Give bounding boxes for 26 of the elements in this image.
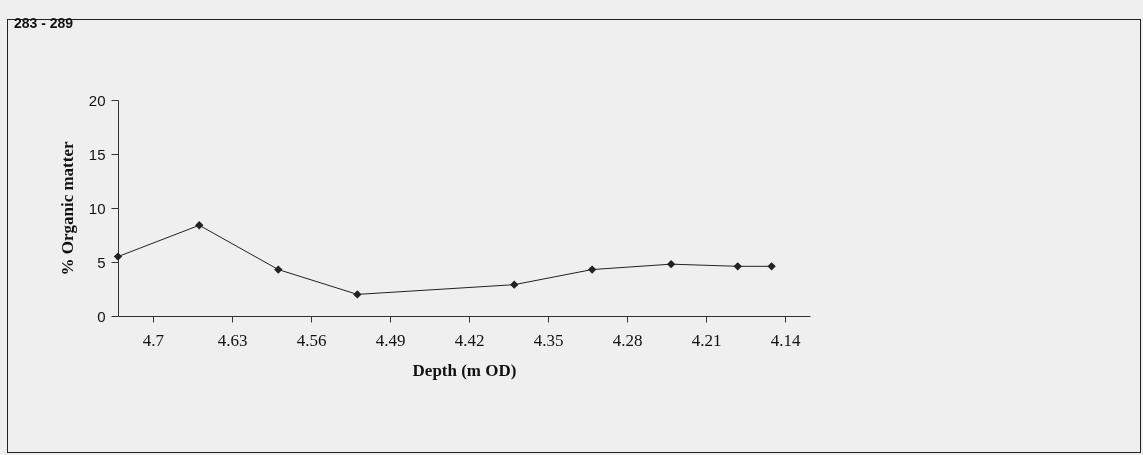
y-tick-label: 20	[88, 91, 106, 109]
y-tick-label: 0	[97, 307, 106, 325]
y-tick-label: 10	[88, 199, 106, 217]
chart-title: 283 - 289	[14, 15, 74, 31]
point	[510, 280, 519, 289]
y-tick-label: 15	[88, 145, 106, 163]
point	[733, 262, 742, 271]
x-tick-label: 4.63	[217, 330, 248, 350]
x-tick-label: 4.21	[691, 330, 722, 350]
x-tick-label: 4.35	[533, 330, 564, 350]
point	[113, 252, 123, 261]
x-tick-label: 4.49	[375, 330, 406, 350]
x-tick-label: 4.14	[770, 330, 802, 350]
point	[353, 290, 362, 299]
x-tick-label: 4.42	[454, 330, 485, 350]
point	[274, 265, 283, 274]
x-tick-label: 4.28	[612, 330, 643, 350]
y-tick-label: 5	[97, 253, 106, 271]
point	[587, 265, 597, 274]
x-tick-label: 4.7	[142, 330, 165, 350]
x-tick-label: 4.56	[296, 330, 327, 350]
point	[666, 259, 676, 269]
x-axis-title: Depth (m OD)	[412, 360, 517, 380]
point	[195, 221, 204, 230]
point	[767, 262, 776, 271]
y-axis-title: % Organic matter	[57, 141, 77, 276]
